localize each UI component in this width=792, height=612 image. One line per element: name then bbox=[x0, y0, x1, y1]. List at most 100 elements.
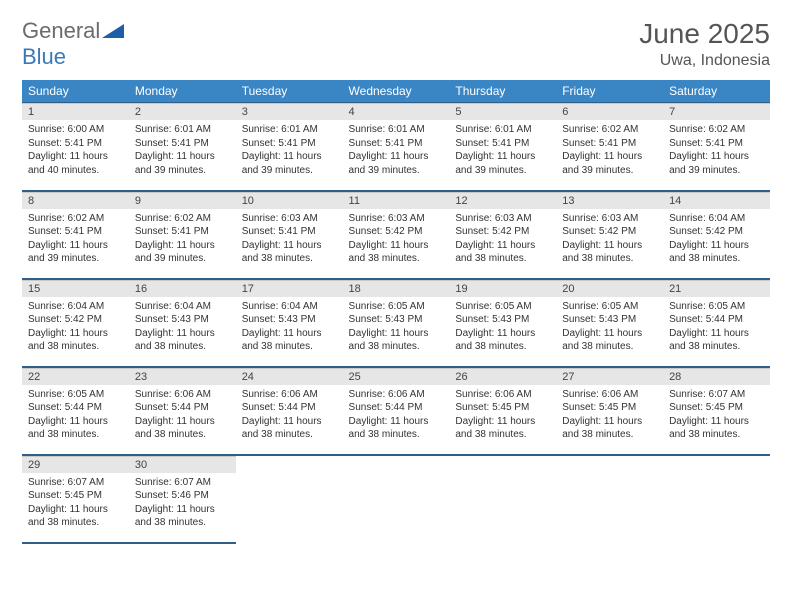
day-details: Sunrise: 6:03 AMSunset: 5:42 PMDaylight:… bbox=[556, 209, 663, 272]
daylight-line: Daylight: 11 hours and 38 minutes. bbox=[455, 240, 535, 265]
sunset-line: Sunset: 5:41 PM bbox=[135, 226, 209, 237]
daylight-line: Daylight: 11 hours and 38 minutes. bbox=[562, 416, 642, 441]
day-number: 21 bbox=[663, 280, 770, 297]
calendar-cell: 8Sunrise: 6:02 AMSunset: 5:41 PMDaylight… bbox=[22, 191, 129, 279]
daylight-line: Daylight: 11 hours and 39 minutes. bbox=[669, 151, 749, 176]
day-number: 20 bbox=[556, 280, 663, 297]
day-details: Sunrise: 6:01 AMSunset: 5:41 PMDaylight:… bbox=[449, 120, 556, 183]
calendar-row: 15Sunrise: 6:04 AMSunset: 5:42 PMDayligh… bbox=[22, 279, 770, 367]
calendar-row: 8 Sunrise: 6:02 AM Sunset: 5:41 PM Daylight… bbox=[22, 191, 770, 279]
month-title: June 2025 bbox=[639, 18, 770, 50]
daylight-line: Daylight: 11 hours and 38 minutes. bbox=[669, 328, 749, 353]
sunrise-line: Sunrise: 6:03 AM bbox=[349, 213, 425, 224]
calendar-row: 22Sunrise: 6:05 AMSunset: 5:44 PMDayligh… bbox=[22, 367, 770, 455]
sunset-line: Sunset: 5:45 PM bbox=[28, 490, 102, 501]
calendar-cell: 11Sunrise: 6:03 AMSunset: 5:42 PMDayligh… bbox=[343, 191, 450, 279]
calendar-cell: 17Sunrise: 6:04 AMSunset: 5:43 PMDayligh… bbox=[236, 279, 343, 367]
sunrise-line: Sunrise: 6:06 AM bbox=[455, 389, 531, 400]
sunset-line: Sunset: 5:45 PM bbox=[455, 402, 529, 413]
calendar-cell: .. bbox=[449, 455, 556, 543]
calendar-cell: 13Sunrise: 6:03 AMSunset: 5:42 PMDayligh… bbox=[556, 191, 663, 279]
daylight-line: Daylight: 11 hours and 39 minutes. bbox=[135, 151, 215, 176]
sunrise-line: Sunrise: 6:02 AM bbox=[135, 213, 211, 224]
daylight-line: Daylight: 11 hours and 38 minutes. bbox=[28, 504, 108, 529]
day-details: Sunrise: 6:01 AMSunset: 5:41 PMDaylight:… bbox=[129, 120, 236, 183]
daylight-line: Daylight: 11 hours and 39 minutes. bbox=[28, 240, 108, 265]
day-number: 26 bbox=[449, 368, 556, 385]
sunset-line: Sunset: 5:43 PM bbox=[562, 314, 636, 325]
day-details: Sunrise: 6:00 AMSunset: 5:41 PMDaylight:… bbox=[22, 120, 129, 183]
calendar-cell: 10Sunrise: 6:03 AMSunset: 5:41 PMDayligh… bbox=[236, 191, 343, 279]
calendar-cell: 22Sunrise: 6:05 AMSunset: 5:44 PMDayligh… bbox=[22, 367, 129, 455]
day-details: Sunrise: 6:06 AMSunset: 5:44 PMDaylight:… bbox=[129, 385, 236, 448]
location-label: Uwa, Indonesia bbox=[639, 52, 770, 70]
calendar-cell: 4 Sunrise: 6:01 AM Sunset: 5:41 PM Daylight… bbox=[343, 103, 450, 191]
sunrise-line: Sunrise: 6:01 AM bbox=[135, 124, 211, 135]
day-number: 22 bbox=[22, 368, 129, 385]
day-details: Sunrise: 6:01 AM Sunset: 5:41 PM Daylight:… bbox=[343, 120, 450, 183]
day-number: 4 bbox=[343, 103, 450, 120]
day-number: 8 bbox=[22, 192, 129, 209]
sunrise-line: Sunrise: 6:02 AM bbox=[28, 213, 104, 224]
weekday-header: Saturday bbox=[663, 80, 770, 103]
sunrise-line: Sunrise: 6:04 AM bbox=[135, 301, 211, 312]
day-number: 18 bbox=[343, 280, 450, 297]
calendar-cell: .. bbox=[663, 455, 770, 543]
sunset-line: Sunset: 5:41 PM bbox=[28, 138, 102, 149]
calendar-cell: 16Sunrise: 6:04 AMSunset: 5:43 PMDayligh… bbox=[129, 279, 236, 367]
weekday-header: Wednesday bbox=[343, 80, 450, 103]
calendar-cell: .. bbox=[343, 455, 450, 543]
sunrise-line: Sunrise: 6:06 AM bbox=[349, 389, 425, 400]
day-details: Sunrise: 6:04 AMSunset: 5:43 PMDaylight:… bbox=[236, 297, 343, 360]
day-number: 25 bbox=[343, 368, 450, 385]
calendar-cell: 29Sunrise: 6:07 AMSunset: 5:45 PMDayligh… bbox=[22, 455, 129, 543]
day-number: 14 bbox=[663, 192, 770, 209]
day-number: 5 bbox=[449, 103, 556, 120]
day-details: Sunrise: 6:05 AMSunset: 5:43 PMDaylight:… bbox=[343, 297, 450, 360]
sunset-line: Sunset: 5:41 PM bbox=[349, 138, 423, 149]
calendar-cell: 25Sunrise: 6:06 AMSunset: 5:44 PMDayligh… bbox=[343, 367, 450, 455]
calendar-row: 1 Sunrise: 6:00 AM Sunset: 5:41 PM Daylight… bbox=[22, 103, 770, 191]
day-details: Sunrise: 6:07 AMSunset: 5:45 PMDaylight:… bbox=[663, 385, 770, 448]
calendar-cell: 9Sunrise: 6:02 AMSunset: 5:41 PMDaylight… bbox=[129, 191, 236, 279]
daylight-line: Daylight: 11 hours and 38 minutes. bbox=[242, 240, 322, 265]
calendar-row: 29Sunrise: 6:07 AMSunset: 5:45 PMDayligh… bbox=[22, 455, 770, 543]
sunrise-line: Sunrise: 6:01 AM bbox=[349, 124, 425, 135]
title-block: June 2025 Uwa, Indonesia bbox=[639, 18, 770, 70]
calendar-cell: 14Sunrise: 6:04 AMSunset: 5:42 PMDayligh… bbox=[663, 191, 770, 279]
sunset-line: Sunset: 5:42 PM bbox=[669, 226, 743, 237]
day-details: Sunrise: 6:02 AM Sunset: 5:41 PM Daylight:… bbox=[129, 209, 236, 272]
sunset-line: Sunset: 5:42 PM bbox=[455, 226, 529, 237]
day-details: Sunrise: 6:05 AMSunset: 5:43 PMDaylight:… bbox=[449, 297, 556, 360]
sunset-line: Sunset: 5:43 PM bbox=[455, 314, 529, 325]
daylight-line: Daylight: 11 hours and 39 minutes. bbox=[135, 240, 215, 265]
daylight-line: Daylight: 11 hours and 38 minutes. bbox=[562, 240, 642, 265]
sunrise-line: Sunrise: 6:06 AM bbox=[242, 389, 318, 400]
calendar-cell: 24Sunrise: 6:06 AMSunset: 5:44 PMDayligh… bbox=[236, 367, 343, 455]
sunset-line: Sunset: 5:44 PM bbox=[28, 402, 102, 413]
logo-triangle-icon bbox=[102, 22, 124, 38]
day-number: 16 bbox=[129, 280, 236, 297]
day-number: 7 bbox=[663, 103, 770, 120]
daylight-line: Daylight: 11 hours and 39 minutes. bbox=[349, 151, 429, 176]
day-number: 17 bbox=[236, 280, 343, 297]
daylight-line: Daylight: 11 hours and 39 minutes. bbox=[562, 151, 642, 176]
weekday-header-row: SundayMondayTuesdayWednesdayThursdayFrid… bbox=[22, 80, 770, 103]
sunrise-line: Sunrise: 6:02 AM bbox=[562, 124, 638, 135]
sunset-line: Sunset: 5:41 PM bbox=[562, 138, 636, 149]
sunrise-line: Sunrise: 6:00 AM bbox=[28, 124, 104, 135]
calendar-cell: 5Sunrise: 6:01 AMSunset: 5:41 PMDaylight… bbox=[449, 103, 556, 191]
day-details: Sunrise: 6:04 AMSunset: 5:42 PMDaylight:… bbox=[663, 209, 770, 272]
daylight-line: Daylight: 11 hours and 38 minutes. bbox=[135, 416, 215, 441]
day-number: 1 bbox=[22, 103, 129, 120]
calendar-cell: 26Sunrise: 6:06 AMSunset: 5:45 PMDayligh… bbox=[449, 367, 556, 455]
day-number: 12 bbox=[449, 192, 556, 209]
sunset-line: Sunset: 5:45 PM bbox=[562, 402, 636, 413]
day-details: Sunrise: 6:07 AMSunset: 5:45 PMDaylight:… bbox=[22, 473, 129, 536]
sunset-line: Sunset: 5:42 PM bbox=[349, 226, 423, 237]
day-number: 28 bbox=[663, 368, 770, 385]
calendar-cell: 30Sunrise: 6:07 AMSunset: 5:46 PMDayligh… bbox=[129, 455, 236, 543]
day-details: Sunrise: 6:06 AMSunset: 5:44 PMDaylight:… bbox=[236, 385, 343, 448]
day-number: 27 bbox=[556, 368, 663, 385]
sunrise-line: Sunrise: 6:04 AM bbox=[28, 301, 104, 312]
